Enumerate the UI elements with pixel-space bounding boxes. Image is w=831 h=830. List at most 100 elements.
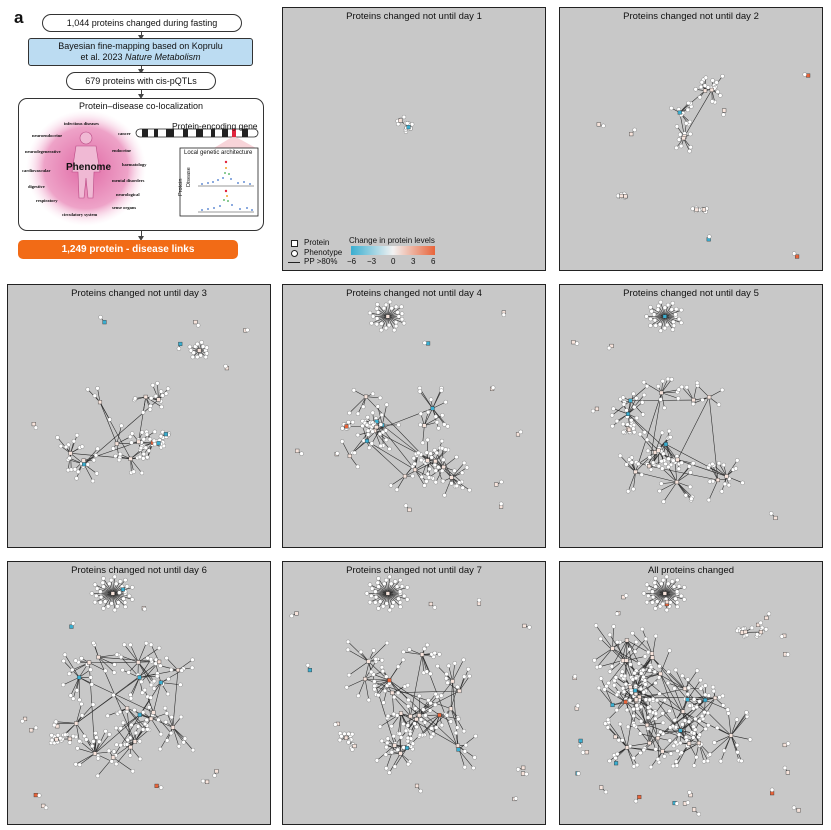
phenotype-node xyxy=(367,582,373,587)
network-nodes xyxy=(395,114,415,134)
phenotype-node xyxy=(662,754,667,759)
phenotype-node xyxy=(658,328,663,333)
phenotype-node xyxy=(112,662,117,667)
disease-term-10: respiratory xyxy=(36,198,58,203)
phenotype-node xyxy=(116,600,121,605)
network-edge xyxy=(421,654,425,673)
network-edge xyxy=(94,714,140,754)
phenotype-node xyxy=(434,420,440,425)
phenotype-node xyxy=(79,713,85,718)
network-edge xyxy=(661,391,678,394)
phenotype-node xyxy=(393,320,399,325)
phenotype-node xyxy=(394,487,400,492)
phenotype-node xyxy=(201,344,206,349)
phenotype-node xyxy=(624,408,629,413)
protein-node xyxy=(662,314,667,319)
phenotype-node xyxy=(626,489,631,494)
protein-node xyxy=(422,423,427,428)
phenotype-node xyxy=(425,471,430,477)
network-edge xyxy=(112,757,133,772)
phenotype-node xyxy=(245,327,250,333)
protein-node xyxy=(637,694,642,700)
protein-node xyxy=(433,459,438,464)
phenotype-node xyxy=(374,758,380,763)
network-edge xyxy=(424,714,440,723)
phenotype-node xyxy=(428,701,433,706)
network-edge xyxy=(646,593,665,603)
network-edge xyxy=(138,662,155,682)
panel-h-network xyxy=(289,574,532,802)
network-edge xyxy=(387,593,393,607)
protein-node xyxy=(23,716,28,721)
network-edge xyxy=(643,382,662,394)
phenotype-node xyxy=(376,576,381,581)
phenotype-node xyxy=(689,496,694,501)
phenotype-node xyxy=(435,663,440,669)
network-edge xyxy=(94,584,113,594)
phenotype-node xyxy=(145,455,150,460)
protein-node xyxy=(703,698,708,703)
phenotype-node xyxy=(399,584,405,589)
network-edge xyxy=(622,660,684,712)
network-edge xyxy=(432,408,445,425)
protein-node xyxy=(414,717,419,722)
phenotype-node xyxy=(615,640,620,645)
protein-node xyxy=(149,716,154,721)
network-edge xyxy=(676,481,693,498)
phenotype-node xyxy=(139,679,144,684)
network-edge xyxy=(139,677,143,693)
phenotype-node xyxy=(655,757,661,762)
phenotype-node xyxy=(118,452,123,457)
phenotype-node xyxy=(377,724,383,729)
network-edge xyxy=(145,396,162,408)
phenotype-node xyxy=(373,594,379,600)
phenotype-node xyxy=(611,406,616,411)
phenotype-node xyxy=(720,387,725,393)
phenotype-node xyxy=(740,480,745,485)
phenotype-node xyxy=(140,727,146,732)
network-edge xyxy=(94,593,113,603)
protein-node xyxy=(426,341,431,346)
phenotype-node xyxy=(115,604,120,609)
phenotype-node xyxy=(178,714,184,720)
phenotype-node xyxy=(405,735,411,741)
network-edge xyxy=(612,626,614,649)
phenotype-node xyxy=(575,703,580,708)
phenotype-node xyxy=(417,693,422,699)
protein-node xyxy=(77,675,82,680)
phenotype-node xyxy=(624,707,630,713)
phenotype-node xyxy=(37,793,42,798)
protein-node xyxy=(87,660,92,665)
phenotype-node xyxy=(634,415,639,421)
network-edge xyxy=(416,719,425,736)
disease-term-11: sense organs xyxy=(112,205,137,210)
network-edge xyxy=(94,734,110,754)
phenotype-node xyxy=(384,745,389,750)
disease-term-8: digestive xyxy=(28,184,45,189)
phenotype-node xyxy=(653,633,658,639)
network-edge xyxy=(139,673,158,678)
phenotype-node xyxy=(668,725,673,730)
panel-i-network xyxy=(572,574,801,817)
phenotype-node xyxy=(128,434,133,439)
phenotype-node xyxy=(401,649,406,655)
disease-term-1: cancer xyxy=(118,131,131,136)
network-edge xyxy=(115,455,131,460)
network-edge xyxy=(709,389,723,398)
network-edge xyxy=(373,674,390,681)
network-edge xyxy=(728,713,732,736)
protein-node xyxy=(623,194,628,199)
phenotype-node xyxy=(109,601,114,606)
phenotype-node xyxy=(347,410,352,416)
phenotype-node xyxy=(397,731,402,736)
network-edge xyxy=(661,389,679,394)
phenotype-node xyxy=(405,585,410,590)
phenotype-node xyxy=(398,589,403,594)
phenotype-node xyxy=(647,709,652,714)
phenotype-node xyxy=(417,389,422,394)
phenotype-node xyxy=(590,408,596,414)
phenotype-node xyxy=(385,740,390,746)
network-edge xyxy=(649,718,656,744)
phenotype-node xyxy=(419,457,424,463)
phenotype-node xyxy=(763,627,769,632)
